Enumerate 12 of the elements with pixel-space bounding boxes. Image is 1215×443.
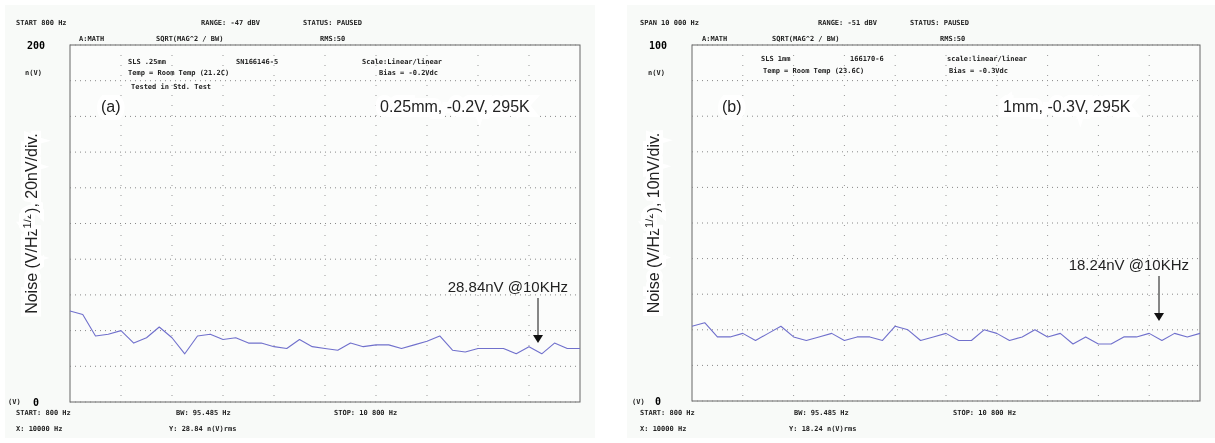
y-tick-label: 200 xyxy=(26,39,46,51)
annotation: (b) xyxy=(722,98,742,115)
y-tick-label: 0 xyxy=(32,396,40,408)
annotation: 18.24nV @10KHz xyxy=(1068,256,1189,273)
annotation: (a) xyxy=(101,98,121,115)
line-series xyxy=(69,310,581,355)
y-tick-label: 0 xyxy=(654,395,662,407)
y-tick-label: 100 xyxy=(648,39,668,51)
annotation: 1mm, -0.3V, 295K xyxy=(1003,98,1131,115)
line-series xyxy=(691,322,1201,345)
annotation: 28.84nV @10KHz xyxy=(447,278,568,295)
annotation: 0.25mm, -0.2V, 295K xyxy=(380,98,531,115)
